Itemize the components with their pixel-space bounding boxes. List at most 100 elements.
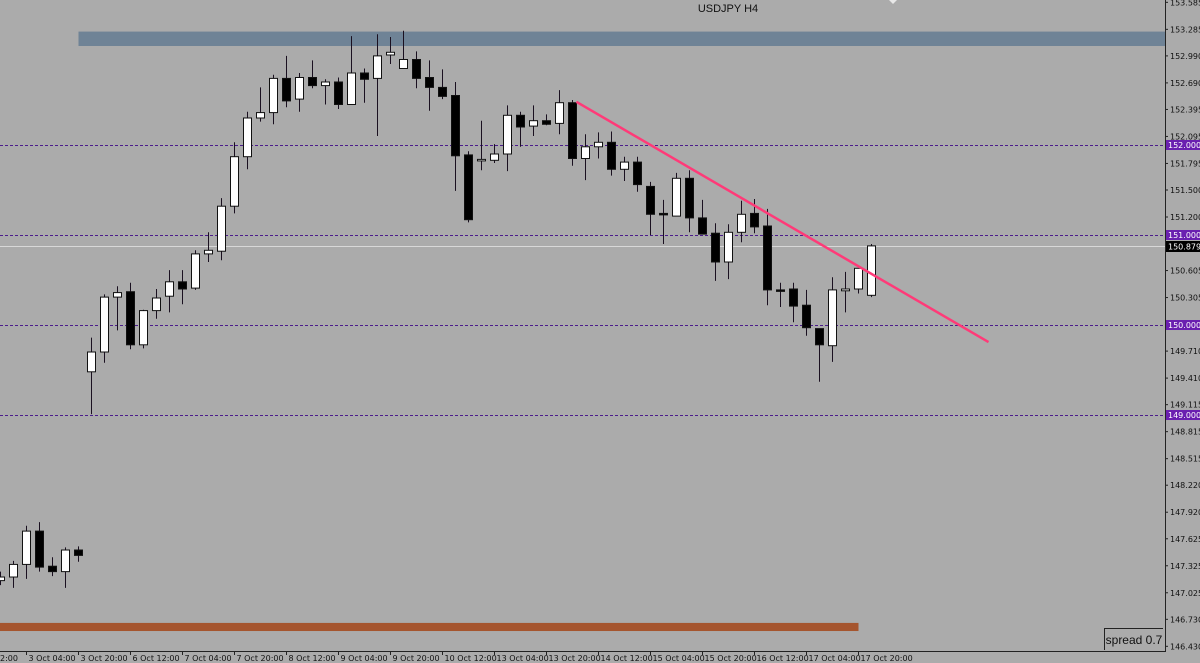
candle[interactable] [126,282,135,350]
candle[interactable] [412,51,421,89]
candle[interactable] [516,111,525,147]
candle[interactable] [269,74,278,125]
price-tick-label: 149.410 [1170,374,1200,383]
candle[interactable] [659,199,668,245]
candle[interactable] [802,289,811,336]
candle[interactable] [165,270,174,313]
candle[interactable] [776,282,785,308]
price-tick-label: 151.795 [1170,159,1200,168]
price-tick-label: 149.710 [1170,347,1200,356]
candle[interactable] [61,547,70,588]
price-tick-label: 152.690 [1170,79,1200,88]
price-tick-label: 149.115 [1170,401,1200,410]
candle[interactable] [672,172,681,217]
candle[interactable] [711,223,720,281]
bull-candle-body [854,267,863,290]
candle[interactable] [360,68,369,103]
bull-candle-body [243,117,252,158]
candle[interactable] [425,60,434,111]
candle[interactable] [607,131,616,176]
support-zone[interactable] [0,622,859,632]
candle[interactable] [35,522,44,572]
price-tick-label: 148.815 [1170,428,1200,437]
level-price-label: 152.000 [1168,141,1200,150]
trendline[interactable] [575,100,990,344]
candle[interactable] [867,244,876,298]
current-price-badge [1166,241,1200,252]
candle[interactable] [828,277,837,362]
candle[interactable] [464,151,473,223]
bear-candle-body [711,232,720,263]
candle[interactable] [9,560,18,588]
bear-candle-body [178,281,187,290]
candle[interactable] [386,36,395,64]
candle[interactable] [490,144,499,163]
candle[interactable] [282,55,291,108]
candle[interactable] [399,30,408,69]
candle[interactable] [737,200,746,243]
candle[interactable] [204,232,213,263]
candle[interactable] [113,286,122,331]
candle[interactable] [0,571,5,586]
candle[interactable] [646,181,655,236]
candle[interactable] [139,309,148,349]
candle[interactable] [243,111,252,170]
candle[interactable] [581,134,590,181]
candle[interactable] [295,72,304,112]
candle[interactable] [100,294,109,363]
price-tick-label: 147.920 [1170,508,1200,517]
candle[interactable] [191,250,200,290]
time-tick-label: 13 Oct 04:00 [497,654,549,663]
time-axis: 2:00 3 Oct 04:00 3 Oct 20:00 6 Oct 12:00 7 O… [0,651,913,663]
bull-candle-body [165,281,174,297]
candle[interactable] [503,105,512,172]
candle[interactable] [555,90,564,135]
time-tick-label: 16 Oct 12:00 [757,654,809,663]
candle[interactable] [230,142,239,214]
candle[interactable] [633,156,642,192]
candle[interactable] [152,289,161,319]
candle[interactable] [854,267,863,294]
chart-shift-marker-icon[interactable] [889,0,897,4]
level-price-badge [1166,320,1200,331]
candle[interactable] [698,199,707,235]
bull-candle-body [529,120,538,127]
candle[interactable] [373,34,382,136]
time-tick-label: 17 Oct 04:00 [809,654,861,663]
candle[interactable] [763,208,772,306]
candle[interactable] [542,114,551,126]
price-tick-label: 148.515 [1170,455,1200,464]
candle[interactable] [841,271,850,313]
bear-candle-body [516,114,525,128]
candle[interactable] [256,87,265,122]
candle[interactable] [217,198,226,261]
candle[interactable] [620,156,629,181]
candle[interactable] [74,546,83,562]
time-tick-label: 9 Oct 20:00 [393,654,440,663]
candle[interactable] [438,69,447,100]
candle[interactable] [529,105,538,136]
candle[interactable] [789,282,798,323]
bull-candle-body [204,249,213,255]
candle[interactable] [568,99,577,166]
bear-candle-body [633,161,642,186]
candle[interactable] [87,337,96,415]
candle[interactable] [48,557,57,577]
candle[interactable] [334,77,343,109]
candle[interactable] [685,170,694,233]
candle[interactable] [22,525,31,579]
candle[interactable] [594,132,603,159]
candle[interactable] [451,81,460,191]
resistance-zone[interactable] [78,31,1166,46]
candle[interactable] [477,120,486,171]
candle[interactable] [815,328,824,382]
candle[interactable] [724,224,733,280]
candle[interactable] [178,270,187,305]
time-tick-label: 6 Oct 12:00 [133,654,180,663]
candle[interactable] [308,60,317,89]
bull-candle-body [217,205,226,252]
candle[interactable] [321,79,330,105]
price-tick-label: 151.200 [1170,213,1200,222]
candle[interactable] [347,36,356,105]
